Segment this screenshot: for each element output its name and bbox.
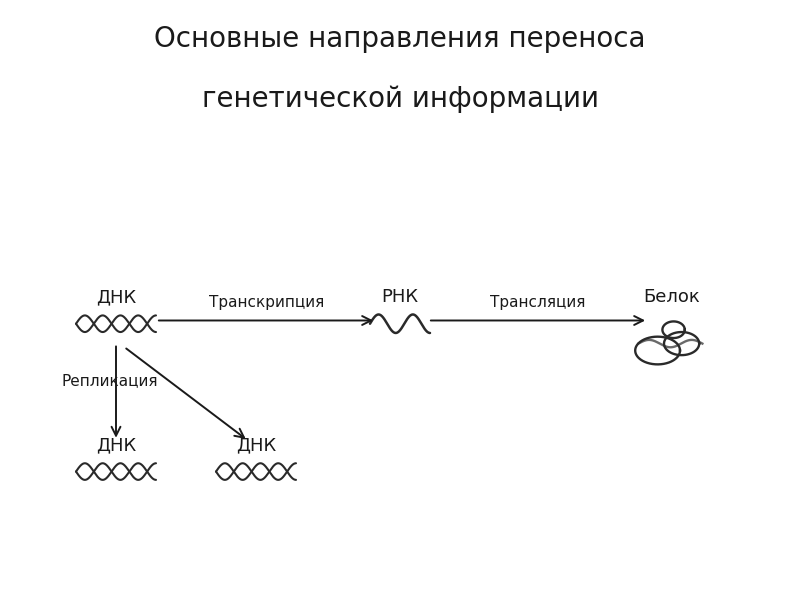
Text: Основные направления переноса: Основные направления переноса (154, 25, 646, 53)
Text: ДНК: ДНК (236, 436, 276, 454)
Text: РНК: РНК (382, 289, 418, 307)
Text: Репликация: Репликация (62, 373, 158, 388)
Text: ДНК: ДНК (96, 289, 136, 307)
Text: Белок: Белок (644, 289, 700, 307)
Text: Транскрипция: Транскрипция (209, 295, 324, 310)
Text: Трансляция: Трансляция (490, 295, 586, 310)
Text: ДНК: ДНК (96, 436, 136, 454)
Text: генетической информации: генетической информации (202, 85, 598, 113)
